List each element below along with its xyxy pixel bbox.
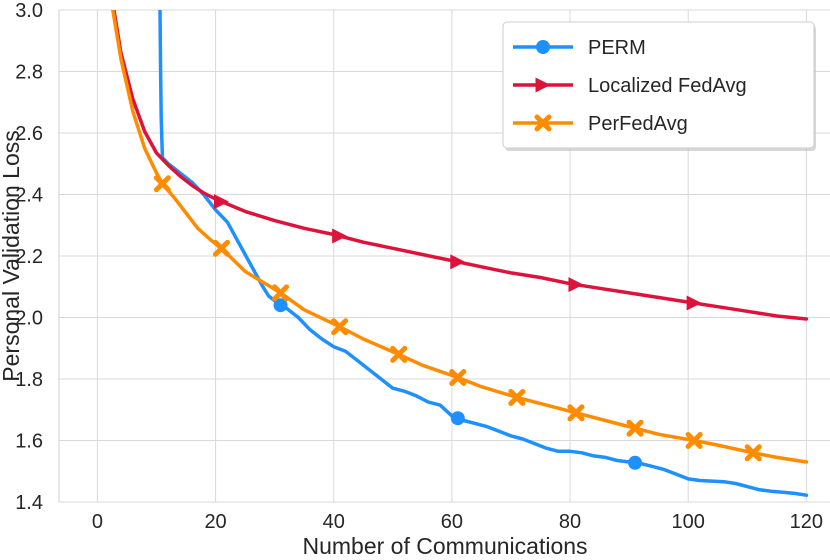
legend-entry-perm: PERM <box>513 37 646 59</box>
legend-marker-perm <box>536 40 550 54</box>
data-point-perfedavg <box>567 404 585 422</box>
data-point-perfedavg <box>508 388 526 406</box>
grid <box>59 9 830 503</box>
y-tick-label: 1.4 <box>15 492 43 514</box>
data-point-perfedavg <box>390 345 408 363</box>
y-axis-title: Personal Validation Loss <box>0 130 24 381</box>
series-line-localized-fedavg <box>112 10 809 321</box>
data-point-perfedavg <box>212 239 230 257</box>
legend-entry-perfedavg: PerFedAvg <box>513 113 688 135</box>
x-tick-label: 20 <box>204 511 226 533</box>
data-point-perfedavg <box>153 175 171 193</box>
legend-marker-localized-fedavg <box>535 77 551 93</box>
legend-marker-perfedavg-stroke <box>534 114 552 132</box>
x-tick-label: 120 <box>790 511 823 533</box>
data-point-perfedavg-stroke <box>212 239 230 257</box>
data-point-perfedavg-stroke <box>508 388 526 406</box>
series-layer <box>111 10 809 497</box>
data-point-localized-fedavg <box>568 277 584 293</box>
legend-marker-perfedavg <box>534 114 552 132</box>
data-point-perfedavg <box>272 284 290 302</box>
x-axis-title: Number of Communications <box>302 533 587 559</box>
y-tick-label: 2.2 <box>15 246 43 268</box>
series-perm <box>158 10 809 497</box>
data-point-localized-fedavg <box>450 254 466 270</box>
data-point-perfedavg <box>744 444 762 462</box>
y-tick-label: 2.6 <box>15 123 43 145</box>
y-tick-label: 3.0 <box>15 0 43 22</box>
data-point-perfedavg <box>685 432 703 449</box>
x-tick-label: 60 <box>441 511 463 533</box>
data-point-localized-fedavg <box>332 228 348 244</box>
data-point-perfedavg-stroke <box>272 284 290 302</box>
series-localized-fedavg <box>112 10 809 321</box>
series-perfedavg <box>111 10 809 464</box>
data-point-perfedavg <box>626 419 644 437</box>
y-tick-label: 2.8 <box>15 62 43 84</box>
data-point-perfedavg-stroke <box>567 404 585 422</box>
data-point-perfedavg-stroke <box>153 175 171 193</box>
x-tick-label: 100 <box>672 511 705 533</box>
data-point-perfedavg <box>331 318 349 336</box>
legend: PERM Localized FedAvg PerFedAvg <box>502 21 816 151</box>
legend-label-localized-fedavg: Localized FedAvg <box>588 75 747 97</box>
y-tick-label: 2.0 <box>15 308 43 330</box>
data-point-perfedavg-stroke <box>331 318 349 336</box>
tick-labels: 0 20 40 60 80 100 120 1.4 1.6 1.8 2.0 2.2 2.4 2.6 2.8 3… <box>15 0 823 533</box>
data-point-perfedavg-stroke <box>685 432 703 449</box>
data-point-localized-fedavg <box>213 194 229 210</box>
data-point-perm <box>273 298 288 313</box>
y-tick-label: 2.4 <box>15 185 43 207</box>
legend-entry-localized-fedavg: Localized FedAvg <box>513 75 747 97</box>
data-point-perfedavg-stroke <box>449 368 467 386</box>
x-tick-label: 40 <box>323 511 345 533</box>
y-tick-label: 1.8 <box>15 369 43 391</box>
data-point-perfedavg-stroke <box>390 345 408 363</box>
data-point-perfedavg-stroke <box>744 444 762 462</box>
data-point-perfedavg-stroke <box>626 419 644 437</box>
x-tick-label: 0 <box>92 511 103 533</box>
y-tick-label: 1.6 <box>15 431 43 453</box>
data-point-localized-fedavg <box>686 295 702 311</box>
data-point-perm <box>450 411 465 426</box>
data-point-perm <box>628 455 643 470</box>
legend-label-perfedavg: PerFedAvg <box>588 113 688 135</box>
x-tick-label: 80 <box>559 511 581 533</box>
legend-box <box>502 21 815 149</box>
data-point-perfedavg <box>449 368 467 386</box>
legend-label-perm: PERM <box>588 37 646 59</box>
